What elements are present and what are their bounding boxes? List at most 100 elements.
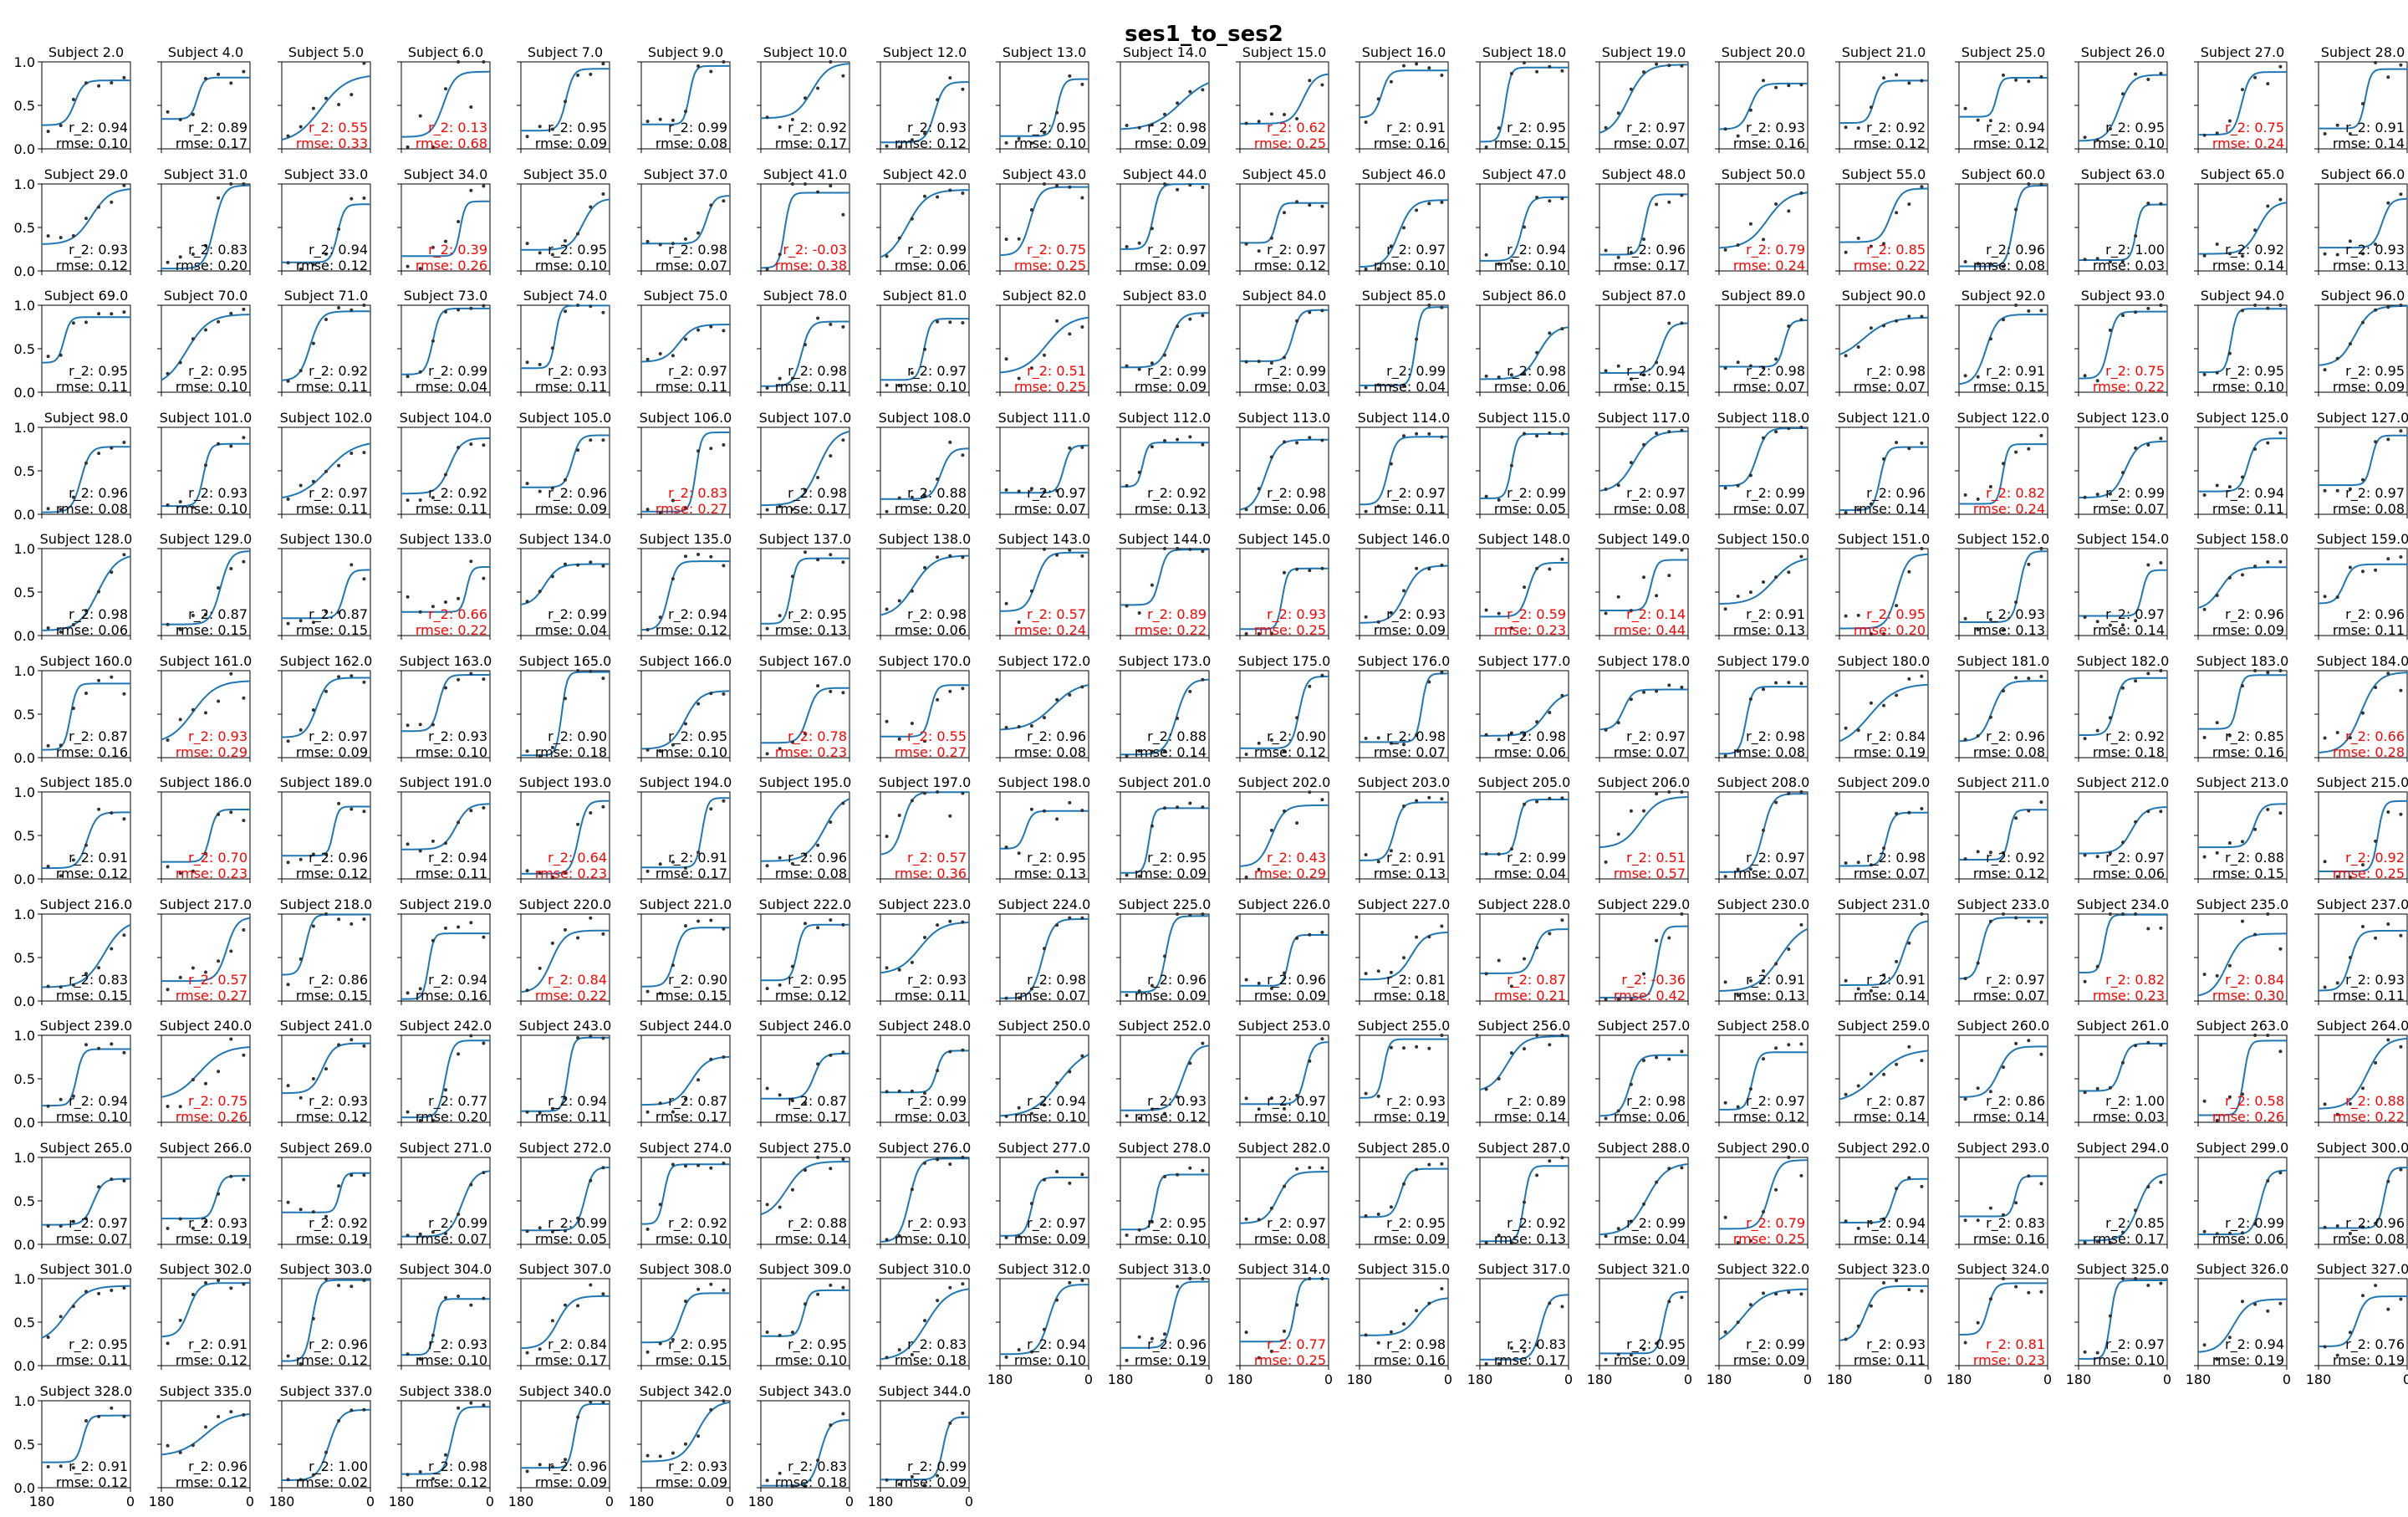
data-point [110,1042,114,1046]
data-point [1043,1177,1046,1182]
data-point [550,745,554,749]
data-point [589,1178,593,1182]
rmse-label: rmse: 0.09 [656,1474,727,1490]
data-point [2361,252,2365,256]
data-point [1509,1346,1513,1350]
data-point [1509,984,1513,988]
data-point [1642,238,1645,242]
fit-curve [41,555,131,631]
data-point [538,590,542,594]
data-point [1150,1336,1154,1341]
rmse-label: rmse: 0.04 [535,622,607,638]
subplot-title: Subject 338.0 [400,1383,492,1399]
data-point [841,560,845,564]
data-point [671,118,675,122]
data-point [1295,1094,1299,1097]
x-tick-label: 0 [1803,1371,1812,1387]
subplot-title: Subject 240.0 [160,1018,253,1034]
data-point [1667,683,1671,687]
subplot-title: Subject 260.0 [1957,1018,2050,1034]
data-point [229,182,233,186]
data-point [2095,379,2099,383]
data-point [1799,1292,1803,1296]
data-point [2323,368,2327,372]
data-point [2108,1085,2112,1090]
data-point [1188,1166,1192,1170]
data-point [2361,320,2365,324]
data-point [601,1166,605,1170]
data-point [1787,1043,1791,1047]
fit-curve [2198,1039,2287,1116]
fit-curve [282,1172,370,1213]
data-point [1748,364,1752,368]
data-point [816,684,820,688]
data-point [1774,430,1778,434]
data-point [1364,972,1368,976]
fit-curve [1480,1294,1569,1361]
fit-curve [1719,319,1808,368]
data-point [457,925,461,929]
r2-label: r_2: 0.87 [188,606,247,623]
data-point [1988,337,1992,341]
r2-label: r_2: 0.96 [309,850,368,866]
data-point [684,1164,687,1168]
rmse-label: rmse: 0.13 [775,622,847,638]
data-point [2039,309,2043,313]
data-point [910,217,914,221]
data-point [178,1318,182,1322]
rmse-label: rmse: 0.09 [2212,622,2284,638]
rmse-label: rmse: 0.07 [1973,988,2045,1004]
rmse-label: rmse: 0.07 [56,1231,128,1247]
subplot-title: Subject 235.0 [2196,896,2289,912]
data-point [1484,1240,1488,1244]
r2-label: r_2: 0.90 [668,972,727,988]
rmse-label: rmse: 0.11 [296,501,368,517]
subplot-title: Subject 197.0 [879,774,972,790]
r2-label: r_2: 0.91 [1866,972,1926,988]
data-point [406,723,410,728]
data-point [1869,502,1873,506]
r2-label: r_2: 0.85 [2105,1215,2165,1232]
r2-label: r_2: 0.97 [69,1215,128,1232]
y-tick-label: 0.0 [14,141,35,157]
data-point [2002,264,2005,268]
subplot-title: Subject 313.0 [1119,1261,1212,1277]
data-point [671,963,675,968]
rmse-label: rmse: 0.19 [2333,1352,2405,1368]
data-point [1269,361,1273,365]
data-point [191,614,195,617]
subplot-title: Subject 213.0 [2196,774,2289,790]
subplot-title: Subject 176.0 [1358,653,1451,669]
rmse-label: rmse: 0.13 [1733,988,1805,1004]
data-point [841,1050,845,1055]
data-point [2253,1034,2258,1037]
r2-label: r_2: 0.94 [1626,363,1686,380]
data-point [2027,182,2031,186]
data-point [778,1333,782,1337]
subplot-title: Subject 278.0 [1119,1140,1212,1156]
data-point [1748,978,1752,983]
data-point [349,197,354,201]
data-point [1680,321,1684,325]
subplot-title: Subject 71.0 [284,288,369,304]
data-point [1560,557,1564,561]
subplot-title: Subject 122.0 [1957,410,2050,426]
data-point [2095,855,2099,859]
r2-label: r_2: 0.81 [1386,972,1446,988]
r2-label: r_2: 0.88 [1147,728,1207,745]
data-point [311,1077,315,1080]
data-point [1068,185,1072,189]
data-point [1320,1037,1324,1041]
data-point [2095,964,2099,968]
data-point [1856,1324,1860,1328]
data-point [1774,1188,1778,1192]
data-point [286,497,290,501]
rmse-label: rmse: 0.12 [1854,135,1926,151]
fit-curve [1360,436,1448,506]
data-point [961,791,965,795]
data-point [1484,608,1488,612]
fit-curve [1599,796,1689,849]
data-point [1667,1167,1671,1171]
rmse-label: rmse: 0.29 [1254,866,1326,881]
subplot-title: Subject 252.0 [1119,1018,1212,1034]
